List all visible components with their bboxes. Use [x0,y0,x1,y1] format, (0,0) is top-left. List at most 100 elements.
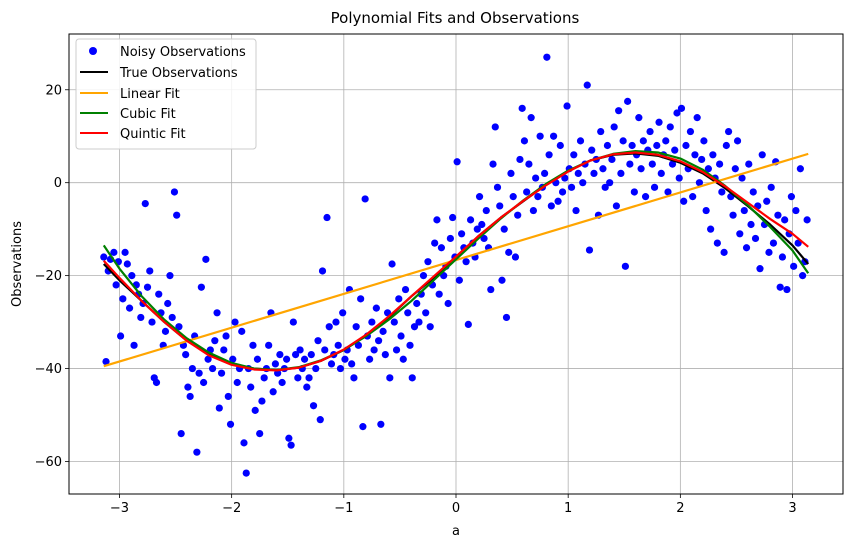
scatter-point [426,323,434,331]
x-tick-label: −1 [334,501,353,516]
scatter-point [431,239,439,247]
scatter-point [603,141,612,150]
scatter-point [224,392,232,401]
series-layer [100,53,811,477]
scatter-point [561,174,569,182]
scatter-point [668,160,677,168]
legend: Noisy Observations True Observations Lin… [75,38,257,150]
scatter-point [709,151,717,159]
scatter-point [700,137,708,145]
scatter-point [549,132,558,140]
scatter-point [523,188,531,196]
scatter-point [576,137,585,145]
scatter-point [242,469,250,477]
scatter-point [146,267,154,275]
scatter-point [271,360,279,368]
scatter-point [579,179,587,187]
scatter-point [599,165,607,173]
y-tick-label: 0 [54,176,62,191]
x-tick-label: −2 [222,501,241,516]
scatter-point [518,104,526,112]
scatter-point [514,211,522,219]
scatter-point [767,183,775,191]
scatter-point [137,313,145,322]
scatter-point [689,193,697,201]
scatter-point [197,283,205,291]
y-axis: −60 −40 −20 0 20 [35,83,69,470]
scatter-point [437,244,446,252]
scatter-point [803,216,811,224]
scatter-point [733,137,742,145]
scatter-point [500,225,508,233]
scatter-point [751,234,760,243]
legend-label-linear: Linear Fit [120,87,180,102]
scatter-point [155,290,163,298]
scatter-point [182,351,190,359]
y-tick-label: −40 [35,362,62,377]
scatter-point [397,332,405,340]
scatter-point [119,295,127,303]
scatter-point [303,383,311,391]
scatter-point [377,420,385,428]
scatter-point [188,364,196,373]
scatter-point [121,248,129,256]
scatter-point [375,337,383,345]
scatter-point [574,169,582,177]
scatter-point [334,341,342,349]
scatter-point [305,374,313,382]
scatter-point [368,318,376,326]
scatter-point [327,360,336,368]
scatter-point [339,309,347,317]
scatter-point [662,137,670,145]
scatter-point [606,179,614,187]
scatter-point [799,272,807,280]
scatter-point [657,169,665,177]
x-axis: −3 −2 −1 0 1 2 3 [110,494,797,516]
scatter-point [260,374,268,382]
scatter-point [545,151,553,159]
scatter-point [125,304,134,312]
scatter-point [590,169,598,177]
scatter-point [195,369,203,377]
scatter-point [502,313,511,322]
scatter-point [102,357,110,366]
scatter-point [449,213,457,222]
scatter-point [646,127,654,136]
scatter-point [585,246,594,254]
scatter-point [258,397,266,405]
scatter-point [491,123,499,131]
scatter-point [758,151,766,159]
scatter-point [509,193,517,201]
scatter-point [168,313,176,322]
scatter-point [419,272,428,280]
scatter-point [269,388,277,396]
scatter-point [698,155,706,164]
scatter-point [541,169,549,177]
scatter-point [300,355,309,363]
scatter-point [671,146,679,154]
scatter-point [170,188,179,196]
scatter-point [251,406,259,414]
scatter-point [608,155,616,164]
scatter-point [446,234,454,243]
scatter-point [588,146,596,154]
scatter-point [641,193,650,201]
scatter-point [117,332,125,340]
scatter-point [112,281,120,289]
scatter-point [475,193,484,201]
scatter-point [202,255,210,263]
chart-title: Polynomial Fits and Observations [331,9,580,27]
scatter-point [100,253,108,261]
scatter-point [386,374,394,382]
scatter-point [247,383,255,391]
scatter-point [291,351,300,359]
scatter-point [736,230,744,238]
scatter-point [650,183,659,191]
scatter-point [547,202,555,210]
scatter-point [143,283,152,291]
scatter-point [256,429,264,438]
scatter-point [498,276,506,284]
scatter-point [285,434,293,442]
scatter-point [704,165,712,173]
scatter-point [516,155,524,164]
